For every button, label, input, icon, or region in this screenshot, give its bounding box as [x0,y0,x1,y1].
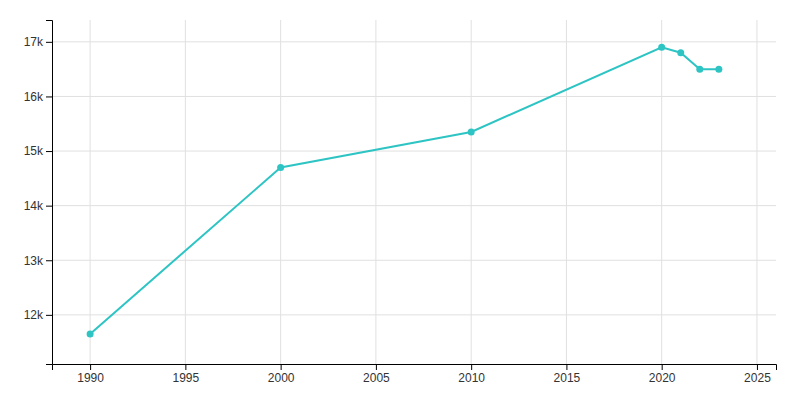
grid-line-y [52,314,776,315]
y-tick-mark [46,42,52,43]
x-tick: 2000 [268,364,295,385]
y-tick: 13k [24,254,52,268]
x-tick-mark [281,364,282,370]
x-tick-label: 2000 [268,371,295,385]
x-tick-label: 2010 [458,371,485,385]
x-tick-mark [185,364,186,370]
x-tick-mark [376,364,377,370]
y-axis-line [46,21,53,365]
y-tick: 15k [24,144,52,158]
y-tick-mark [46,315,52,316]
y-tick-label: 17k [24,35,44,49]
point [715,66,722,73]
point [696,66,703,73]
x-tick: 2020 [649,364,676,385]
grid-line-y [52,151,776,152]
chart: 1990 1995 2000 2005 2010 2015 2020 2025 12k 13k 14… [0,0,800,400]
y-tick-mark [46,206,52,207]
grid-line-x [375,20,376,364]
x-tick-mark [757,364,758,370]
x-tick: 2010 [458,364,485,385]
plot: 1990 1995 2000 2005 2010 2015 2020 2025 12k 13k 14… [24,20,777,385]
x-tick-label: 1995 [173,371,200,385]
x-tick: 1990 [77,364,104,385]
point [677,49,684,56]
grid-line-y [52,96,776,97]
x-tick: 1995 [173,364,200,385]
point [277,164,284,171]
x-tick-mark [662,364,663,370]
y-tick-mark [46,260,52,261]
x-axis-line [53,365,777,371]
x-axis: 1990 1995 2000 2005 2010 2015 2020 2025 [53,364,777,385]
y-tick-label: 12k [24,308,44,322]
grid-line-x [756,20,757,364]
data-layer [87,44,723,338]
x-tick-label: 2005 [363,371,390,385]
grid-line-x [471,20,472,364]
y-tick-label: 13k [24,254,44,268]
chart-container: 1990 1995 2000 2005 2010 2015 2020 2025 12k 13k 14… [0,0,800,400]
grid-line-y [52,260,776,261]
x-tick: 2015 [554,364,581,385]
y-tick: 16k [24,90,52,104]
x-tick-label: 2015 [554,371,581,385]
y-axis: 12k 13k 14k 15k 16k 17k [24,21,53,365]
point [468,128,475,135]
x-tick-mark [471,364,472,370]
grid-line-x [90,20,91,364]
x-tick: 2005 [363,364,390,385]
line [90,47,719,334]
y-tick-label: 15k [24,144,44,158]
y-tick-label: 16k [24,90,44,104]
grid-line-y [52,41,776,42]
x-tick-mark [566,364,567,370]
grid-line-x [566,20,567,364]
x-tick-mark [90,364,91,370]
y-tick: 14k [24,199,52,213]
x-tick-label: 1990 [77,371,104,385]
grid-line-x [280,20,281,364]
y-tick-label: 14k [24,199,44,213]
y-tick: 17k [24,35,52,49]
grid-line-y [52,205,776,206]
x-tick-label: 2020 [649,371,676,385]
x-tick: 2025 [744,364,771,385]
x-tick-label: 2025 [744,371,771,385]
grid [52,20,776,364]
y-tick: 12k [24,308,52,322]
y-tick-mark [46,96,52,97]
y-tick-mark [46,151,52,152]
point [87,330,94,337]
grid-line-x [185,20,186,364]
point [658,44,665,51]
grid-line-x [661,20,662,364]
